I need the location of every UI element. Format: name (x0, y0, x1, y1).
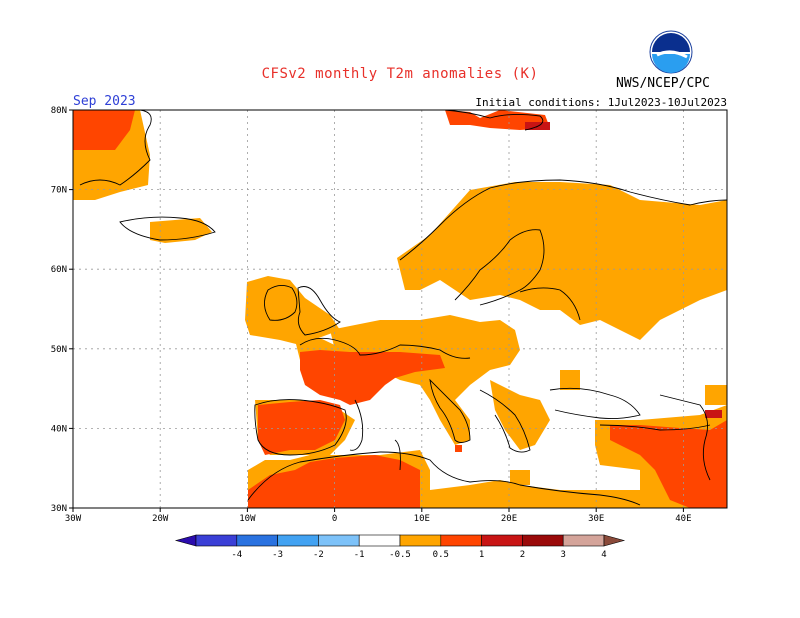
anomaly-layer-1-2 (73, 110, 727, 508)
colorbar-label: 4 (601, 550, 606, 560)
coastlines (79, 110, 727, 506)
colorbar-label: -3 (272, 550, 283, 560)
lon-label: 10W (239, 514, 256, 524)
map-frame (72, 109, 728, 509)
initial-conditions: Initial conditions: 1Jul2023-10Jul2023 (475, 96, 727, 109)
colorbar-swatch (318, 534, 360, 547)
colorbar-label: -1 (354, 550, 365, 560)
colorbar-swatch (195, 534, 238, 547)
colorbar-swatch (440, 534, 482, 547)
lat-lon-grid (73, 110, 727, 508)
lat-label: 50N (51, 345, 67, 355)
colorbar-label: 2 (520, 550, 525, 560)
colorbar-label: 1 (479, 550, 484, 560)
noaa-logo-icon (649, 30, 693, 74)
colorbar-label: 0.5 (433, 550, 449, 560)
colorbar-swatch (481, 534, 523, 547)
lon-label: 10E (414, 514, 430, 524)
lat-label: 60N (51, 265, 67, 275)
colorbar-label: 3 (560, 550, 565, 560)
lat-label: 40N (51, 424, 67, 434)
colorbar-swatch (522, 534, 564, 547)
lon-label: 0 (332, 514, 337, 524)
colorbar-max-arrow (603, 534, 626, 547)
lat-label: 70N (51, 186, 67, 196)
colorbar-legend: -4 -3 -2 -1 -0.5 0.5 1 2 3 4 (174, 534, 626, 560)
lon-label: 30E (588, 514, 604, 524)
colorbar-swatch (399, 534, 442, 547)
colorbar-swatch (236, 534, 278, 547)
colorbar-label: -4 (231, 550, 242, 560)
colorbar-min-arrow (174, 534, 197, 547)
lon-label: 40E (675, 514, 691, 524)
colorbar-label: -0.5 (389, 550, 411, 560)
lat-label: 30N (51, 504, 67, 514)
anomaly-fields (73, 110, 727, 508)
lon-label: 30W (65, 514, 82, 524)
lon-label: 20W (152, 514, 169, 524)
colorbar-swatch (358, 534, 401, 547)
colorbar-swatch (562, 534, 605, 547)
forecast-month: Sep 2023 (73, 94, 136, 109)
colorbar-label: -2 (313, 550, 324, 560)
map-axes: 30N 40N 50N 60N 70N 80N 30W 20W 10W 0 10E 20E 30E 40E (51, 106, 692, 524)
map-title: CFSv2 monthly T2m anomalies (K) (261, 66, 539, 82)
lat-label: 80N (51, 106, 67, 116)
colorbar-swatch (277, 534, 319, 547)
agency-label: NWS/NCEP/CPC (616, 76, 710, 91)
lon-label: 20E (501, 514, 517, 524)
